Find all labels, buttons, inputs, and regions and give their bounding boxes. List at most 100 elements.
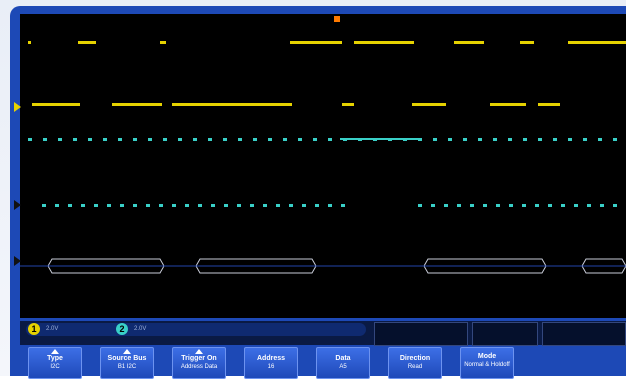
softkey-label: Direction bbox=[399, 355, 431, 362]
softkey-value: I2C bbox=[50, 364, 60, 370]
bus-b2-packet bbox=[32, 103, 80, 106]
address-softkey[interactable]: Address 16 bbox=[244, 347, 298, 379]
d1-pulse bbox=[73, 138, 77, 141]
type-softkey[interactable]: Type I2C bbox=[28, 347, 82, 379]
softkey-value: Normal & Holdoff bbox=[464, 362, 510, 368]
mode-softkey[interactable]: Mode Normal & Holdoff bbox=[460, 347, 514, 379]
waveform-display[interactable] bbox=[20, 14, 626, 318]
d1-pulse bbox=[118, 138, 122, 141]
softkey-value: 16 bbox=[267, 364, 275, 370]
timebase-readout bbox=[374, 322, 468, 346]
bus-b1-packet bbox=[78, 41, 96, 44]
d2-pulse bbox=[172, 204, 176, 207]
bus-b2-packet bbox=[490, 103, 526, 106]
trigger-readout bbox=[472, 322, 538, 346]
d1-pulse bbox=[298, 138, 302, 141]
d2-pulse bbox=[457, 204, 461, 207]
d2-pulse bbox=[107, 204, 111, 207]
d1-pulse bbox=[568, 138, 572, 141]
softkey-value: A5 bbox=[339, 364, 347, 370]
softkey-label: Trigger On bbox=[181, 355, 217, 362]
bus-b1-packet bbox=[160, 41, 166, 44]
channel-readout-strip bbox=[26, 323, 366, 336]
d2-pulse bbox=[302, 204, 306, 207]
softkey-value: B1 I2C bbox=[117, 364, 137, 370]
d1-pulse bbox=[523, 138, 527, 141]
d1-pulse bbox=[478, 138, 482, 141]
d2-pulse bbox=[548, 204, 552, 207]
d1-pulse bbox=[103, 138, 107, 141]
d1-pulse bbox=[493, 138, 497, 141]
ch1-badge[interactable]: 1 bbox=[28, 323, 40, 335]
d1-pulse bbox=[163, 138, 167, 141]
d1-pulse bbox=[58, 138, 62, 141]
d2-pulse bbox=[522, 204, 526, 207]
d2-pulse bbox=[120, 204, 124, 207]
d1-pulse bbox=[148, 138, 152, 141]
direction-softkey[interactable]: Direction Read bbox=[388, 347, 442, 379]
waveform-canvas bbox=[20, 41, 626, 274]
ch2-badge[interactable]: 2 bbox=[116, 323, 128, 335]
d2-pulse bbox=[496, 204, 500, 207]
d2-pulse bbox=[276, 204, 280, 207]
softkey-label: Address bbox=[256, 355, 285, 362]
d1-pulse bbox=[538, 138, 542, 141]
d2-pulse bbox=[146, 204, 150, 207]
softkey-value: Address Data bbox=[180, 364, 218, 370]
d1-pulse bbox=[508, 138, 512, 141]
channel-d2-marker-icon bbox=[14, 256, 21, 266]
d1-pulse bbox=[238, 138, 242, 141]
d2-pulse bbox=[81, 204, 85, 207]
d1-pulse bbox=[598, 138, 602, 141]
bus-b2-packet bbox=[412, 103, 446, 106]
d1-pulse bbox=[253, 138, 257, 141]
d1-pulse bbox=[613, 138, 617, 141]
ref-bus-segment bbox=[581, 258, 626, 274]
d1-pulse bbox=[178, 138, 182, 141]
d1-pulse bbox=[28, 138, 32, 141]
arrow-up-icon bbox=[123, 349, 131, 354]
source-bus-softkey[interactable]: Source Bus B1 I2C bbox=[100, 347, 154, 379]
d2-pulse bbox=[94, 204, 98, 207]
acquisition-readout bbox=[542, 322, 626, 346]
d1-burst bbox=[340, 138, 420, 140]
trigger-on-softkey[interactable]: Trigger On Address Data bbox=[172, 347, 226, 379]
bus-b2-packet bbox=[538, 103, 560, 106]
d1-pulse bbox=[433, 138, 437, 141]
d2-pulse bbox=[561, 204, 565, 207]
arrow-up-icon bbox=[195, 349, 203, 354]
channel-d1-marker-icon bbox=[14, 200, 21, 210]
bus-b1-packet bbox=[354, 41, 414, 44]
d2-pulse bbox=[328, 204, 332, 207]
softkey-value: Read bbox=[407, 364, 423, 370]
data-softkey[interactable]: Data A5 bbox=[316, 347, 370, 379]
bus-b1-packet bbox=[568, 41, 626, 44]
d2-pulse bbox=[587, 204, 591, 207]
d2-pulse bbox=[418, 204, 422, 207]
d1-pulse bbox=[133, 138, 137, 141]
trigger-position-icon bbox=[334, 16, 340, 22]
d1-pulse bbox=[553, 138, 557, 141]
bus-b1-packet bbox=[520, 41, 534, 44]
bus-b2-packet bbox=[112, 103, 162, 106]
softkey-label: Source Bus bbox=[107, 355, 147, 362]
d2-pulse bbox=[185, 204, 189, 207]
d2-pulse bbox=[341, 204, 345, 207]
bus-b1-packet bbox=[28, 41, 31, 44]
d2-pulse bbox=[574, 204, 578, 207]
bus-b2-packet bbox=[342, 103, 354, 106]
d1-pulse bbox=[193, 138, 197, 141]
d2-pulse bbox=[289, 204, 293, 207]
d1-pulse bbox=[448, 138, 452, 141]
ch1-readout: 2.0V bbox=[46, 326, 59, 332]
d2-pulse bbox=[237, 204, 241, 207]
d2-pulse bbox=[133, 204, 137, 207]
d2-pulse bbox=[535, 204, 539, 207]
bus-b2-packet bbox=[172, 103, 292, 106]
d2-pulse bbox=[470, 204, 474, 207]
d1-pulse bbox=[208, 138, 212, 141]
d2-pulse bbox=[42, 204, 46, 207]
d2-pulse bbox=[55, 204, 59, 207]
d2-pulse bbox=[224, 204, 228, 207]
d1-pulse bbox=[463, 138, 467, 141]
